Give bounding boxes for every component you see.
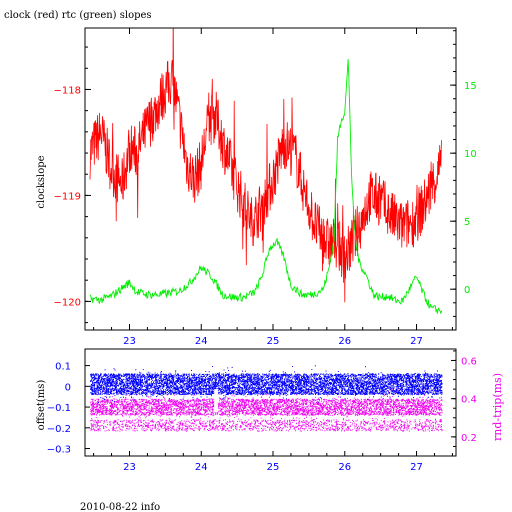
- offset-y-tick-label: 0: [65, 382, 71, 393]
- slopes-y-axis-label: clockslope: [36, 155, 47, 208]
- rndtrip-y-tick-label: 0.2: [461, 433, 477, 444]
- chart-title: clock (red) rtc (green) slopes: [4, 10, 152, 21]
- offset-frame: [84, 348, 457, 457]
- slopes-frame: [84, 27, 457, 331]
- rndtrip-y-tick-label: 0.6: [461, 356, 477, 367]
- offset-y-tick-label: −0.2: [47, 424, 71, 435]
- rndtrip-y-tick-label: 0.4: [461, 395, 477, 406]
- rndtrip-y-axis-label: rnd-trip(ms): [491, 373, 504, 441]
- rtc-y-tick-label: 5: [464, 217, 470, 228]
- rndtrip-scatter-points: [90, 388, 443, 432]
- rtc-y-tick-label: 0: [464, 285, 470, 296]
- rtc-y-tick-label: 10: [464, 149, 477, 160]
- offset-x-tick-label: 23: [123, 462, 136, 473]
- offset-axes: 23 24 25 26 27 −0.3 −0.2 −0.1 0 0.1 0.2 0.4 0.6: [47, 350, 477, 473]
- rndtrip-gap: [214, 389, 219, 413]
- offset-y-tick-label: −0.3: [47, 445, 71, 456]
- slopes-plot-area: [89, 28, 443, 314]
- slopes-y-tick-label: −118: [54, 85, 81, 96]
- footer-caption: 2010-08-22 info: [80, 502, 160, 512]
- offset-x-tick-label: 25: [267, 462, 280, 473]
- offset-scatter-points: [90, 365, 443, 404]
- slopes-x-tick-label: 25: [267, 336, 280, 347]
- offset-x-tick-label: 24: [195, 462, 208, 473]
- slopes-x-tick-label: 23: [123, 336, 136, 347]
- offset-x-tick-label: 26: [338, 462, 351, 473]
- slopes-y-tick-label: −119: [54, 191, 81, 202]
- offset-x-tick-label: 27: [410, 462, 423, 473]
- slopes-x-tick-label: 26: [338, 336, 351, 347]
- offset-panel: 23 24 25 26 27 −0.3 −0.2 −0.1 0 0.1 0.2 0.4 0.6 offs…: [36, 348, 504, 473]
- offset-y-tick-label: −0.1: [47, 403, 71, 414]
- slopes-x-tick-label: 24: [195, 336, 208, 347]
- slopes-y-tick-label: −120: [54, 297, 81, 308]
- rtc-y-tick-label: 15: [464, 81, 477, 92]
- slopes-axes: 23 24 25 26 27 −120 −119 −118 0 5 10 15: [54, 28, 477, 347]
- offset-y-axis-label: offset(ms): [36, 380, 47, 431]
- offset-y-tick-label: 0.1: [55, 362, 71, 373]
- rtc-series-line: [89, 59, 443, 314]
- slopes-x-tick-label: 27: [410, 336, 423, 347]
- slopes-panel: 23 24 25 26 27 −120 −119 −118 0 5 10 15 clockslope: [36, 27, 477, 347]
- offset-plot-area: [90, 365, 443, 432]
- clock-series-line: [89, 28, 442, 303]
